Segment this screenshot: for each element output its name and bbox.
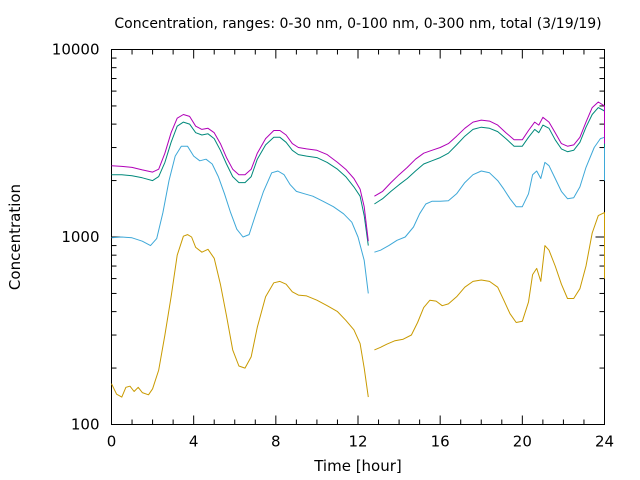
series-2-segment-2 bbox=[374, 136, 605, 253]
series-1-segment-1 bbox=[111, 234, 369, 398]
series-3-segment-2 bbox=[374, 107, 605, 205]
series-group bbox=[111, 101, 605, 398]
x-tick-labels: 0 4 8 12 16 20 24 bbox=[107, 433, 614, 451]
series-1-segment-2 bbox=[374, 212, 605, 351]
y-tick-label: 1000 bbox=[61, 228, 99, 246]
x-tick-label: 4 bbox=[189, 433, 199, 451]
y-tick-label: 10000 bbox=[52, 41, 100, 59]
x-tick-label: 0 bbox=[107, 433, 117, 451]
series-3-segment-1 bbox=[111, 121, 369, 246]
x-axis-label: Time [hour] bbox=[313, 457, 402, 475]
series-4-segment-2 bbox=[374, 101, 605, 197]
series-2-segment-1 bbox=[111, 145, 369, 294]
chart-title: Concentration, ranges: 0-30 nm, 0-100 nm… bbox=[114, 16, 601, 32]
y-tick-label: 100 bbox=[71, 416, 100, 434]
y-tick-labels: 100 1000 10000 bbox=[52, 41, 100, 434]
series-4-segment-1 bbox=[111, 114, 369, 242]
x-tick-label: 24 bbox=[595, 433, 614, 451]
x-tick-label: 12 bbox=[348, 433, 367, 451]
x-tick-label: 20 bbox=[513, 433, 532, 451]
x-tick-label: 8 bbox=[271, 433, 281, 451]
axis-ticks bbox=[111, 49, 605, 425]
y-axis-label: Concentration bbox=[6, 184, 24, 290]
x-tick-label: 16 bbox=[431, 433, 450, 451]
